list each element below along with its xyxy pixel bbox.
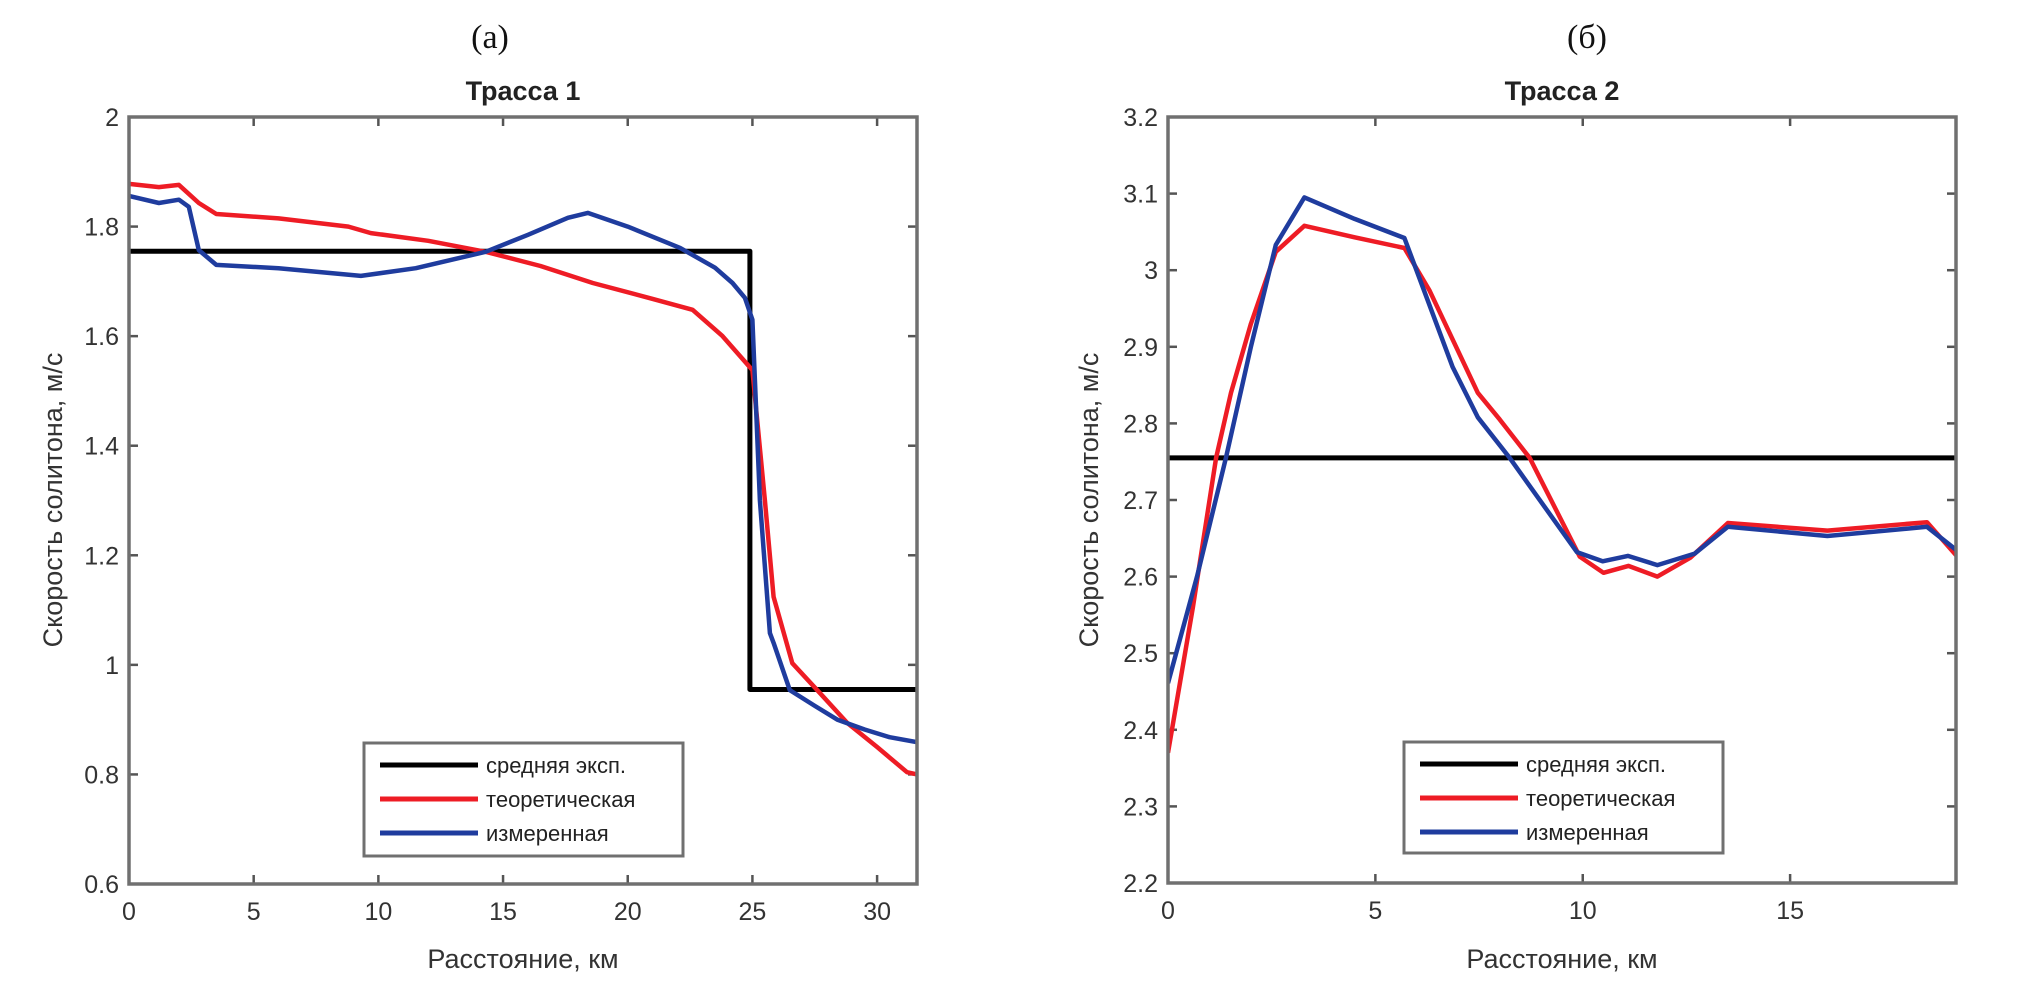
y-tick-label: 3 [1144, 257, 1158, 285]
y-tick-label: 1.8 [84, 214, 119, 242]
y-tick-label: 2.3 [1123, 793, 1158, 821]
ticks: 0 5 10 15 2.2 2.3 2.4 2.5 2.6 2.7 2.8 2.9 3 3.1 3.2 [1123, 104, 1956, 925]
x-axis-label: Расстояние, км [1466, 944, 1657, 974]
legend-label: средняя эксп. [1526, 752, 1666, 777]
x-tick-label: 0 [1161, 897, 1175, 925]
x-tick-label: 15 [1776, 897, 1804, 925]
y-tick-label: 2 [105, 104, 119, 132]
y-tick-label: 0.6 [84, 871, 119, 899]
x-tick-label: 20 [614, 898, 642, 926]
legend-item: измеренная [380, 821, 609, 846]
y-tick-label: 2.4 [1123, 717, 1158, 745]
y-tick-label: 2.5 [1123, 640, 1158, 668]
chart-title: Трасса 1 [466, 76, 581, 106]
y-tick-label: 2.6 [1123, 564, 1158, 592]
legend-label: теоретическая [486, 787, 635, 812]
series-layer [129, 181, 917, 777]
legend-item: средняя эксп. [1420, 752, 1666, 777]
y-tick-label: 2.2 [1123, 870, 1158, 898]
y-axis-label: Скорость солитона, м/с [1074, 353, 1104, 648]
x-tick-label: 0 [122, 898, 136, 926]
panel-label: (б) [1567, 19, 1607, 56]
legend-label: измеренная [486, 821, 609, 846]
x-tick-label: 10 [1569, 897, 1597, 925]
y-tick-label: 3.1 [1123, 181, 1158, 209]
legend: средняя эксп. теоретическая измеренная [362, 741, 685, 858]
legend-label: измеренная [1526, 820, 1649, 845]
legend-item: средняя эксп. [380, 753, 626, 778]
series-line-theoretical [129, 181, 917, 777]
y-axis-label: Скорость солитона, м/с [38, 353, 68, 648]
panel-label: (a) [471, 19, 509, 56]
legend-label: теоретическая [1526, 786, 1675, 811]
series-layer [1168, 195, 1956, 754]
chart-panel-a: (a) Трасса 1 Скорость солитона, м/с Расс… [38, 19, 919, 974]
series-line-measured [129, 193, 917, 745]
x-tick-label: 5 [247, 898, 261, 926]
y-tick-label: 1.6 [84, 323, 119, 351]
y-tick-label: 2.8 [1123, 410, 1158, 438]
y-tick-label: 1.4 [84, 433, 119, 461]
legend-item: измеренная [1420, 820, 1649, 845]
legend: средняя эксп. теоретическая измеренная [1402, 740, 1725, 855]
y-tick-label: 1.2 [84, 542, 119, 570]
chart-title: Трасса 2 [1505, 76, 1620, 106]
x-tick-label: 15 [489, 898, 517, 926]
legend-item: теоретическая [380, 787, 635, 812]
y-tick-label: 3.2 [1123, 104, 1158, 132]
plot-area-frame [127, 115, 919, 886]
series-line-theoretical [1168, 223, 1956, 754]
y-tick-label: 1 [105, 652, 119, 680]
legend-item: теоретическая [1420, 786, 1675, 811]
x-tick-label: 30 [863, 898, 891, 926]
series-line-mean-experimental [129, 248, 917, 692]
y-tick-label: 2.9 [1123, 334, 1158, 362]
y-tick-label: 0.8 [84, 761, 119, 789]
x-tick-label: 10 [364, 898, 392, 926]
series-line-measured [1168, 195, 1956, 684]
legend-label: средняя эксп. [486, 753, 626, 778]
x-tick-label: 5 [1368, 897, 1382, 925]
chart-panel-b: (б) Трасса 2 Скорость солитона, м/с Расс… [1074, 19, 1958, 974]
plot-area-frame [1166, 115, 1958, 885]
x-axis-label: Расстояние, км [427, 944, 618, 974]
y-tick-label: 2.7 [1123, 487, 1158, 515]
x-tick-label: 25 [739, 898, 767, 926]
